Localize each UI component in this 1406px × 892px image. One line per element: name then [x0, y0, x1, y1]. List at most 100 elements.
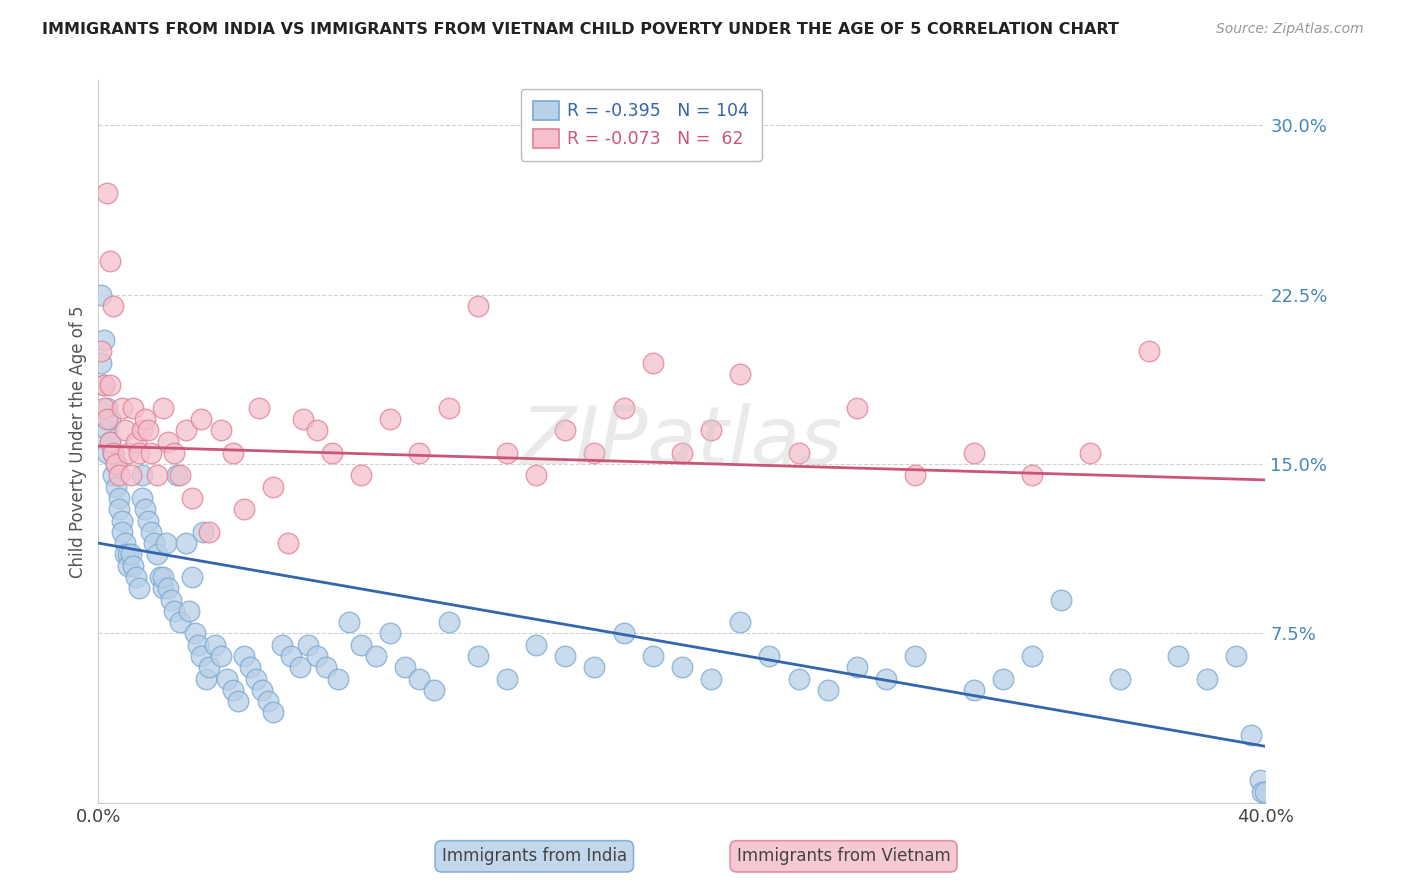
Point — [233, 648, 256, 663]
Point — [277, 536, 299, 550]
Point — [904, 648, 927, 663]
Point — [152, 570, 174, 584]
Point — [128, 446, 150, 460]
Text: IMMIGRANTS FROM INDIA VS IMMIGRANTS FROM VIETNAM CHILD POVERTY UNDER THE AGE OF : IMMIGRANTS FROM INDIA VS IMMIGRANTS FROM… — [42, 22, 1119, 37]
Point — [98, 412, 121, 426]
Point — [326, 672, 349, 686]
Point — [554, 648, 576, 663]
Point — [380, 626, 402, 640]
Point — [1021, 648, 1043, 663]
Point — [98, 253, 121, 268]
Point — [142, 536, 165, 550]
Point — [262, 480, 284, 494]
Point — [177, 604, 200, 618]
Point — [93, 378, 115, 392]
Point — [496, 672, 519, 686]
Point — [221, 682, 243, 697]
Point — [146, 468, 169, 483]
Point — [174, 423, 197, 437]
Point — [730, 615, 752, 630]
Point — [221, 446, 243, 460]
Point — [423, 682, 446, 697]
Point — [394, 660, 416, 674]
Point — [1137, 344, 1160, 359]
Point — [962, 682, 984, 697]
Point — [166, 468, 188, 483]
Point — [554, 423, 576, 437]
Point — [1080, 446, 1102, 460]
Point — [1254, 784, 1277, 798]
Point — [131, 468, 153, 483]
Point — [163, 604, 186, 618]
Point — [612, 401, 634, 415]
Point — [122, 401, 145, 415]
Point — [496, 446, 519, 460]
Point — [163, 446, 186, 460]
Point — [262, 706, 284, 720]
Point — [180, 491, 202, 505]
Point — [139, 446, 162, 460]
Text: Source: ZipAtlas.com: Source: ZipAtlas.com — [1216, 22, 1364, 37]
Point — [291, 412, 314, 426]
Point — [437, 401, 460, 415]
Point — [122, 558, 145, 573]
Point — [641, 355, 664, 369]
Legend: R = -0.395   N = 104, R = -0.073   N =  62: R = -0.395 N = 104, R = -0.073 N = 62 — [520, 89, 762, 161]
Point — [700, 423, 723, 437]
Point — [183, 626, 205, 640]
Point — [114, 548, 136, 562]
Point — [117, 446, 139, 460]
Point — [280, 648, 302, 663]
Point — [583, 446, 606, 460]
Point — [467, 299, 489, 313]
Point — [190, 648, 212, 663]
Point — [136, 423, 159, 437]
Point — [93, 378, 115, 392]
Point — [96, 423, 118, 437]
Point — [204, 638, 226, 652]
Point — [612, 626, 634, 640]
Point — [90, 287, 112, 301]
Point — [134, 412, 156, 426]
Point — [101, 299, 124, 313]
Point — [1195, 672, 1218, 686]
Point — [350, 638, 373, 652]
Point — [233, 502, 256, 516]
Point — [250, 682, 273, 697]
Point — [408, 446, 430, 460]
Point — [1225, 648, 1247, 663]
Point — [245, 672, 267, 686]
Point — [104, 457, 127, 471]
Point — [117, 548, 139, 562]
Point — [114, 536, 136, 550]
Point — [190, 412, 212, 426]
Point — [904, 468, 927, 483]
Point — [108, 491, 131, 505]
Point — [758, 648, 780, 663]
Point — [671, 660, 693, 674]
Point — [93, 333, 115, 347]
Point — [117, 558, 139, 573]
Point — [1251, 784, 1274, 798]
Point — [315, 660, 337, 674]
Point — [271, 638, 294, 652]
Point — [120, 468, 142, 483]
Point — [111, 524, 134, 539]
Point — [96, 401, 118, 415]
Point — [131, 423, 153, 437]
Point — [160, 592, 183, 607]
Point — [337, 615, 360, 630]
Point — [215, 672, 238, 686]
Point — [198, 660, 221, 674]
Point — [134, 502, 156, 516]
Point — [98, 434, 121, 449]
Point — [991, 672, 1014, 686]
Point — [193, 524, 215, 539]
Point — [169, 615, 191, 630]
Point — [90, 344, 112, 359]
Point — [108, 468, 131, 483]
Point — [1240, 728, 1263, 742]
Point — [408, 672, 430, 686]
Point — [297, 638, 319, 652]
Point — [155, 536, 177, 550]
